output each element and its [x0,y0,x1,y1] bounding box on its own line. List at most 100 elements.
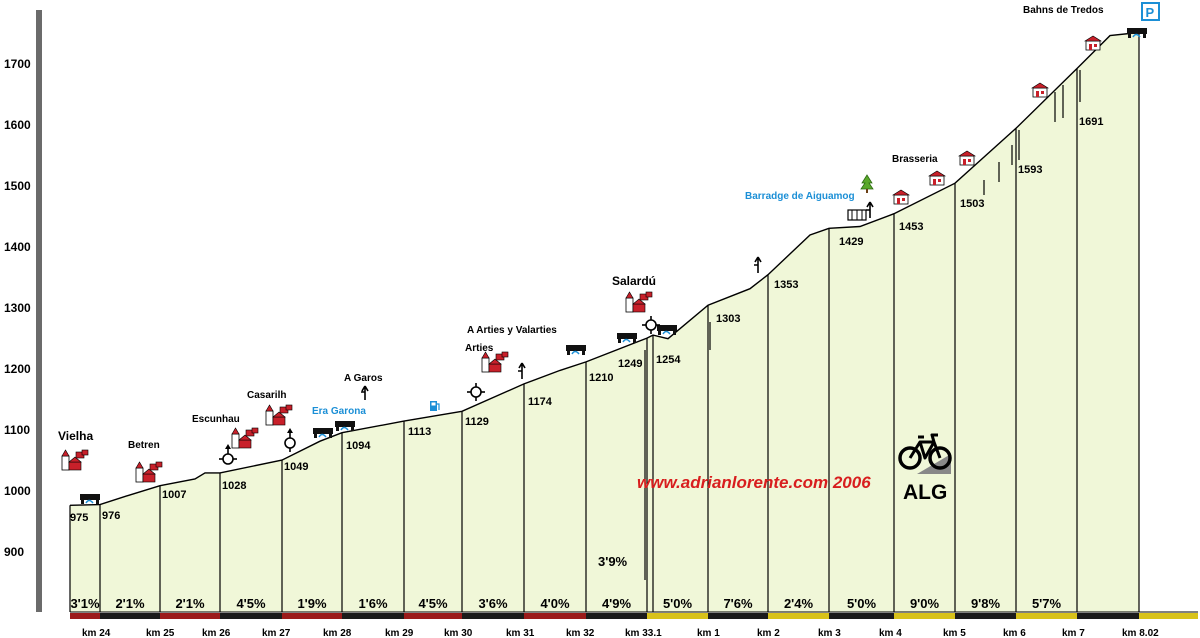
elevation-label: 1129 [465,416,489,428]
baseline-segment [220,613,282,619]
bridge-icon [1127,28,1147,38]
baseline-segment [647,613,708,619]
baseline-segment [282,613,342,619]
elevation-label: 1254 [656,354,681,366]
elevation-label: 1113 [408,426,431,438]
gradient-label: 1'9% [297,596,327,611]
bridge-icon [335,421,355,431]
km-label: km 33.1 [625,628,662,638]
km-label: km 3 [818,628,841,638]
baseline-segment [70,613,100,619]
fuel-pump-icon [430,401,440,411]
roundabout-icon [467,383,485,401]
y-tick-label: 1100 [4,423,30,437]
junction-arrow-icon [754,256,762,273]
baseline-segment [586,613,647,619]
elevation-label: 1453 [899,221,923,233]
place-escunhau: Escunhau [192,414,240,425]
elevation-label: 1007 [162,489,186,501]
elevation-label: 1028 [222,480,246,492]
km-label: km 2 [757,628,780,638]
km-label: km 6 [1003,628,1026,638]
gradient-label: 1'6% [358,596,388,611]
place-bahns-de-tredos: Bahns de Tredos [1023,5,1104,16]
house-icon [957,150,977,166]
gradient-label: 7'6% [723,596,753,611]
house-icon [135,461,163,483]
bicycle-icon [898,433,952,474]
house-icon [231,427,259,449]
baseline-segment [1077,613,1139,619]
bridge-icon [657,325,677,335]
elevation-label: 976 [102,510,120,522]
gradient-label: 2'1% [115,596,145,611]
km-label: km 7 [1062,628,1085,638]
y-tick-label: 1400 [4,240,31,254]
bridge-icon [617,333,637,343]
y-axis-bar [36,10,42,612]
km-label: km 26 [202,628,231,638]
baseline-segment [955,613,1016,619]
baseline-segment [1139,613,1198,619]
baseline-segment [894,613,955,619]
place-betren: Betren [128,440,160,451]
tree-icon [860,174,874,193]
y-tick-label: 1200 [4,362,31,376]
gradient-note: 3'9% [598,554,628,569]
place-a-garos: A Garos [344,373,383,384]
y-tick-label: 1000 [4,484,31,498]
place-salardu: Salardú [612,274,656,288]
dam-icon [847,209,867,221]
place-barradge: Barradge de Aiguamog [745,191,855,202]
parking-icon: P [1141,2,1160,21]
gradient-label: 3'1% [70,596,100,611]
baseline-segment [160,613,220,619]
gradient-label: 3'6% [478,596,508,611]
km-label: km 28 [323,628,352,638]
place-vielha: Vielha [58,429,93,443]
place-brasseria: Brasseria [892,154,938,165]
place-casarilh: Casarilh [247,390,286,401]
gradient-label: 5'7% [1032,596,1062,611]
elevation-label: 1303 [716,313,740,325]
profile-area [70,32,1139,612]
y-tick-label: 1700 [4,57,31,71]
gradient-label: 5'0% [663,596,693,611]
house-icon [61,449,89,471]
place-era-garona: Era Garona [312,406,366,417]
junction-arrow-icon [518,362,526,379]
gradient-label: 2'1% [175,596,205,611]
km-label: km 32 [566,628,595,638]
km-label: km 31 [506,628,535,638]
km-label: km 1 [697,628,720,638]
elevation-label: 1691 [1079,116,1103,128]
elevation-label: 1249 [618,358,642,370]
roundabout-icon [284,428,296,452]
elevation-label: 1094 [346,440,371,452]
junction-arrow-icon [361,385,369,400]
house-icon [1083,35,1103,51]
watermark-text: www.adrianlorente.com 2006 [637,473,871,492]
gradient-label: 4'0% [540,596,570,611]
y-tick-label: 900 [4,545,24,559]
baseline-segment [100,613,160,619]
gradient-label: 4'5% [236,596,266,611]
km-label: km 8.02 [1122,628,1159,638]
elevation-label: 1593 [1018,164,1042,176]
km-label: km 25 [146,628,175,638]
km-label: km 4 [879,628,902,638]
baseline-segment [342,613,404,619]
elevation-label: 1174 [528,396,553,408]
elevation-label: 1503 [960,198,984,210]
elevation-label: 1210 [589,372,613,384]
gradient-label: 4'9% [602,596,632,611]
y-tick-label: 1300 [4,301,31,315]
gradient-label: 9'8% [971,596,1001,611]
baseline-segment [462,613,524,619]
km-label: km 5 [943,628,966,638]
km-label: km 30 [444,628,473,638]
roundabout-icon [219,444,237,465]
profile-line [69,31,1140,506]
gradient-label: 5'0% [847,596,877,611]
